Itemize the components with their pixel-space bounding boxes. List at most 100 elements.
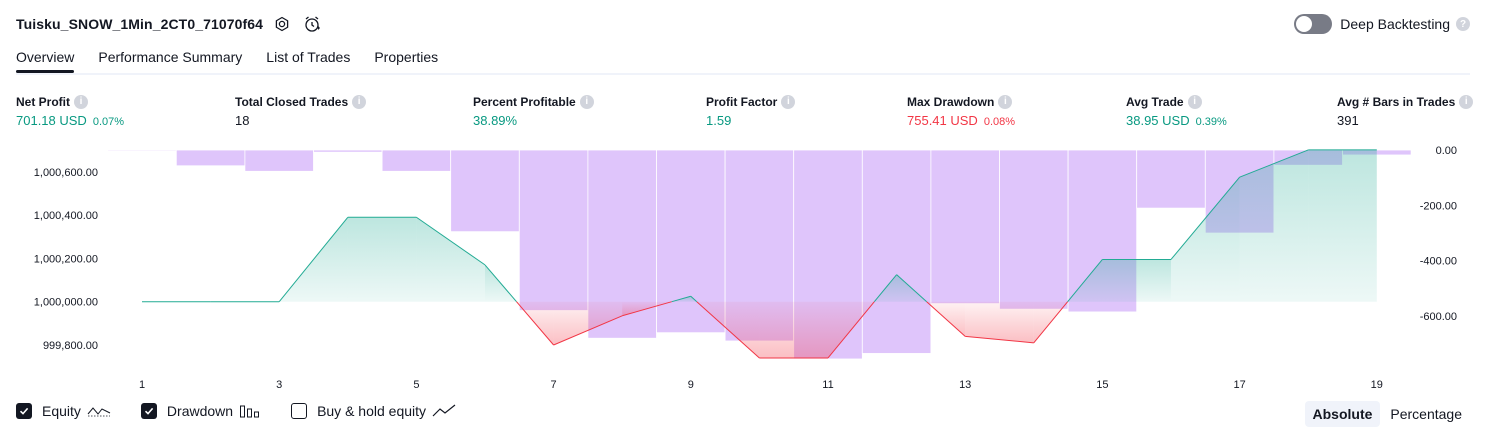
metric-max-drawdown: Max Drawdown i 755.41 USD 0.08% (907, 94, 1015, 128)
deep-backtesting: Deep Backtesting ? (1294, 13, 1470, 35)
drawdown-bars (107, 149, 1412, 360)
drawdown-bar (313, 149, 383, 153)
equity-loss-area (1033, 301, 1068, 343)
metric-value: 38.95 USD (1126, 113, 1190, 128)
x-axis-tick-label: 15 (1096, 379, 1108, 391)
equity-loss-area (516, 301, 554, 345)
absolute-button[interactable]: Absolute (1304, 401, 1381, 427)
drawdown-bar (450, 149, 520, 233)
drawdown-bar (107, 149, 177, 152)
info-icon[interactable]: i (998, 94, 1013, 109)
equity-loss-area (759, 301, 828, 358)
legend-drawdown[interactable]: Drawdown (140, 403, 261, 419)
equity-drawdown-chart[interactable]: 1,000,600.00 1,000,400.00 1,000,200.00 1,00… (0, 140, 1486, 398)
x-axis-ticks: 1 3 5 7 9 11 13 15 17 19 (139, 379, 1383, 391)
drawdown-bars-icon (239, 404, 261, 418)
metric-net-profit: Net Profit i 701.18 USD 0.07% (16, 94, 124, 128)
tab-performance-summary[interactable]: Performance Summary (98, 49, 243, 65)
equity-line-up (690, 295, 698, 303)
drawdown-bar (381, 149, 452, 172)
chart-legend: Equity Drawdown Buy & hold equity (16, 403, 486, 419)
equity-lines (142, 149, 1377, 359)
left-axis-tick-label: 1,000,400.00 (34, 210, 98, 222)
left-axis-tick-label: 1,000,200.00 (34, 253, 98, 265)
equity-loss-area (622, 301, 672, 316)
x-axis-tick-label: 11 (822, 379, 833, 391)
info-icon[interactable]: i (74, 94, 88, 109)
x-axis-tick-label: 7 (551, 379, 557, 391)
equity-line-up (484, 264, 517, 303)
left-axis-tick-label: 999,800.00 (43, 340, 98, 352)
metric-percent-profitable: Percent Profitable i 38.89% (473, 94, 594, 128)
drawdown-checkbox[interactable] (140, 403, 157, 419)
deep-backtesting-toggle[interactable] (1294, 14, 1333, 34)
percentage-button[interactable]: Percentage (1390, 406, 1462, 422)
tab-properties[interactable]: Properties (374, 49, 439, 65)
drawdown-bar (175, 149, 246, 167)
metric-label: Net Profit (16, 94, 70, 109)
help-icon[interactable]: ? (1456, 17, 1470, 31)
deep-backtesting-label: Deep Backtesting (1340, 16, 1450, 32)
legend-label: Drawdown (166, 403, 234, 419)
equity-line-up (1239, 149, 1309, 178)
metric-value: 755.41 USD (907, 113, 978, 128)
legend-label: Equity (42, 403, 81, 419)
drawdown-bar (999, 149, 1069, 310)
x-axis-tick-label: 9 (688, 379, 694, 391)
value-mode-switch: Absolute Percentage (1303, 401, 1471, 427)
equity-line-down (1033, 301, 1069, 344)
equity-profit-area (1239, 149, 1309, 302)
metric-percent: 0.39% (1195, 116, 1227, 128)
drawdown-bar (1136, 149, 1206, 209)
tab-overview[interactable]: Overview (16, 45, 75, 73)
equity-line-down (827, 301, 875, 359)
drawdown-bar (518, 149, 589, 311)
right-axis-ticks: 0.00 -200.00 -400.00 -600.00 (1420, 145, 1457, 323)
x-axis-tick-label: 5 (413, 379, 419, 391)
x-axis-tick-label: 13 (959, 379, 971, 391)
equity-line-up (1067, 259, 1103, 303)
info-icon[interactable]: i (579, 94, 594, 109)
metric-value: 18 (235, 113, 250, 128)
legend-buy-hold-equity[interactable]: Buy & hold equity (291, 403, 456, 419)
equity-profit-area (1308, 149, 1377, 302)
equity-line-up (416, 216, 486, 266)
equity-loss-area (553, 301, 623, 345)
metric-value: 701.18 USD (16, 113, 87, 128)
legend-label: Buy & hold equity (317, 403, 427, 419)
equity-loss-area (965, 301, 1034, 343)
equity-line-down (553, 315, 623, 346)
equity-line-icon (87, 404, 111, 418)
equity-line-down (622, 301, 672, 317)
strategy-header: Tuisku_SNOW_1Min_2CT0_71070f64 (16, 13, 323, 35)
equity-line-up (278, 216, 349, 303)
left-axis-tick-label: 1,000,000.00 (34, 297, 98, 309)
equity-profit-area (1102, 259, 1171, 302)
drawdown-bar (930, 149, 1000, 305)
settings-icon[interactable] (271, 13, 293, 35)
info-icon[interactable]: i (1459, 94, 1474, 109)
info-icon[interactable]: i (781, 94, 796, 109)
trend-line-icon (432, 404, 456, 418)
right-axis-tick-label: -600.00 (1420, 311, 1457, 323)
equity-line-down (696, 301, 760, 359)
metric-label: Total Closed Trades (235, 94, 349, 109)
legend-equity[interactable]: Equity (16, 403, 111, 419)
info-icon[interactable]: i (1187, 94, 1202, 109)
left-axis-ticks: 1,000,600.00 1,000,400.00 1,000,200.00 1,00… (34, 167, 98, 352)
metric-value: 38.89% (473, 113, 518, 128)
drawdown-bar (244, 149, 314, 172)
info-icon[interactable]: i (352, 94, 367, 109)
tab-list-of-trades[interactable]: List of Trades (266, 49, 351, 65)
buy-hold-checkbox[interactable] (291, 403, 308, 419)
equity-checkbox[interactable] (16, 403, 32, 419)
report-tabs: Overview Performance Summary List of Tra… (16, 45, 462, 75)
alert-clock-icon[interactable] (301, 13, 323, 35)
metric-label: Profit Factor (706, 94, 778, 109)
metric-profit-factor: Profit Factor i 1.59 (706, 94, 796, 128)
metric-value: 391 (1337, 113, 1359, 128)
right-axis-tick-label: 0.00 (1436, 145, 1457, 157)
x-axis-tick-label: 3 (276, 379, 282, 391)
left-axis-tick-label: 1,000,600.00 (34, 167, 98, 179)
equity-profit-area (416, 217, 485, 302)
